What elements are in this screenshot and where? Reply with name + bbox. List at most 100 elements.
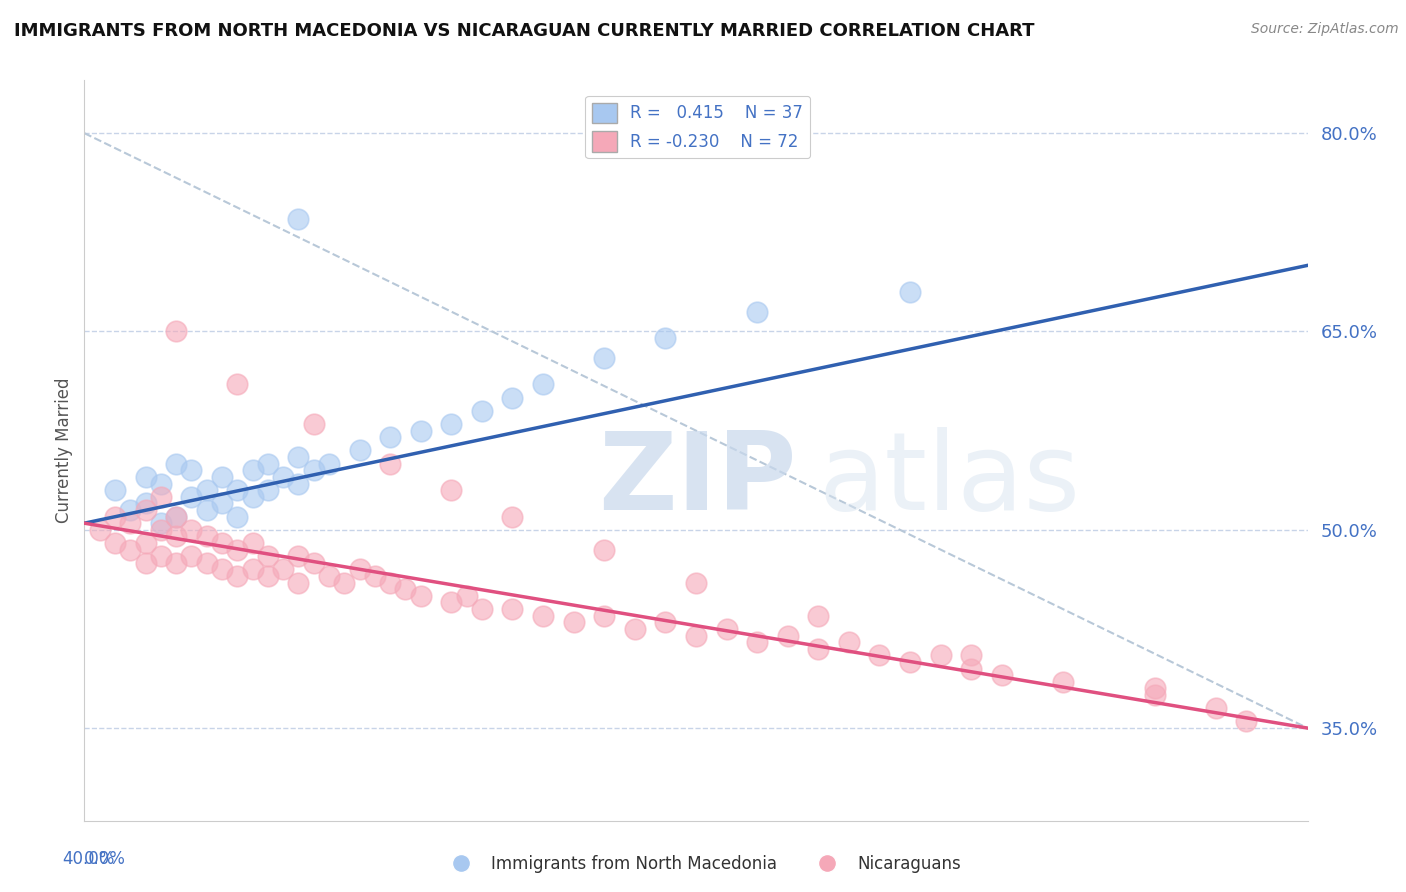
Point (302, 556, 325, 570)
Point (1143, 681, 1166, 696)
Point (120, 516, 142, 531)
Point (257, 569, 280, 583)
Point (135, 536, 157, 550)
Point (104, 483, 127, 497)
Point (120, 503, 142, 517)
Point (165, 529, 187, 543)
Point (195, 556, 218, 570)
Point (380, 430, 402, 444)
Point (149, 549, 172, 564)
Point (471, 404, 494, 418)
Point (165, 457, 187, 471)
Point (226, 377, 249, 392)
Point (180, 523, 202, 537)
Point (135, 503, 157, 517)
Point (531, 608, 554, 623)
Point (242, 490, 264, 504)
Point (898, 655, 921, 669)
Point (257, 549, 280, 564)
Point (120, 542, 142, 557)
Point (593, 608, 616, 623)
Point (960, 648, 983, 663)
Point (226, 542, 249, 557)
Point (502, 391, 524, 405)
Point (716, 622, 738, 636)
Point (838, 635, 860, 649)
Point (211, 496, 233, 510)
Point (440, 483, 463, 497)
Point (226, 509, 249, 524)
Point (211, 536, 233, 550)
Point (364, 569, 387, 583)
Text: ZIP: ZIP (598, 427, 797, 533)
Point (149, 516, 172, 531)
Point (1143, 688, 1166, 702)
Point (242, 536, 264, 550)
Point (180, 549, 202, 564)
Point (242, 562, 264, 576)
Point (593, 542, 616, 557)
Point (747, 304, 769, 318)
Point (654, 615, 676, 630)
Text: 0.0%: 0.0% (84, 850, 127, 868)
Point (562, 615, 585, 630)
Point (211, 470, 233, 484)
Point (440, 595, 463, 609)
Point (104, 536, 127, 550)
Point (271, 562, 294, 576)
Point (440, 417, 463, 431)
Point (991, 668, 1014, 682)
Point (898, 285, 921, 299)
Point (271, 470, 294, 484)
Point (226, 569, 249, 583)
Point (165, 509, 187, 524)
Point (149, 523, 172, 537)
Point (929, 648, 952, 663)
Point (471, 602, 494, 616)
Point (776, 629, 799, 643)
Y-axis label: Currently Married: Currently Married (55, 377, 73, 524)
Point (531, 377, 554, 392)
Point (180, 490, 202, 504)
Point (257, 483, 280, 497)
Point (456, 589, 478, 603)
Point (409, 424, 432, 438)
Point (135, 496, 157, 510)
Text: Source: ZipAtlas.com: Source: ZipAtlas.com (1251, 22, 1399, 37)
Point (211, 562, 233, 576)
Point (195, 529, 218, 543)
Legend: R =   0.415    N = 37, R = -0.230    N = 72: R = 0.415 N = 37, R = -0.230 N = 72 (585, 96, 810, 159)
Point (380, 457, 402, 471)
Point (349, 443, 371, 458)
Point (287, 450, 309, 464)
Point (807, 641, 830, 656)
Point (165, 509, 187, 524)
Point (149, 490, 172, 504)
Point (287, 476, 309, 491)
Point (502, 602, 524, 616)
Point (394, 582, 416, 597)
Point (409, 589, 432, 603)
Point (302, 463, 325, 477)
Point (89, 523, 111, 537)
Point (747, 635, 769, 649)
Point (287, 575, 309, 590)
Point (960, 662, 983, 676)
Point (165, 325, 187, 339)
Point (333, 575, 356, 590)
Point (1052, 674, 1074, 689)
Point (318, 569, 340, 583)
Point (685, 575, 707, 590)
Point (302, 417, 325, 431)
Point (226, 483, 249, 497)
Legend: Immigrants from North Macedonia, Nicaraguans: Immigrants from North Macedonia, Nicarag… (439, 848, 967, 880)
Point (318, 457, 340, 471)
Point (502, 509, 524, 524)
Point (242, 463, 264, 477)
Point (654, 331, 676, 345)
Point (624, 622, 647, 636)
Point (165, 556, 187, 570)
Point (257, 457, 280, 471)
Text: atlas: atlas (818, 427, 1080, 533)
Point (807, 608, 830, 623)
